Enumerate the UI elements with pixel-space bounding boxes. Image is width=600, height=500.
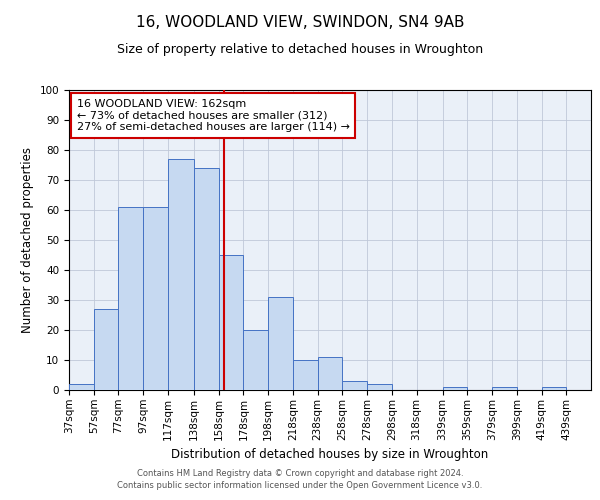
Bar: [118, 207, 143, 390]
Text: Contains HM Land Registry data © Crown copyright and database right 2024.
Contai: Contains HM Land Registry data © Crown c…: [118, 468, 482, 490]
Bar: [367, 384, 392, 390]
Text: 16, WOODLAND VIEW, SWINDON, SN4 9AB: 16, WOODLAND VIEW, SWINDON, SN4 9AB: [136, 15, 464, 30]
Bar: [443, 387, 467, 390]
Bar: [218, 255, 244, 390]
Bar: [94, 309, 118, 390]
Text: 16 WOODLAND VIEW: 162sqm
← 73% of detached houses are smaller (312)
27% of semi-: 16 WOODLAND VIEW: 162sqm ← 73% of detach…: [77, 99, 350, 132]
Bar: [143, 207, 168, 390]
Bar: [343, 381, 367, 390]
Bar: [168, 159, 194, 390]
X-axis label: Distribution of detached houses by size in Wroughton: Distribution of detached houses by size …: [172, 448, 488, 461]
Bar: [542, 387, 566, 390]
Bar: [492, 387, 517, 390]
Bar: [69, 384, 94, 390]
Bar: [268, 297, 293, 390]
Bar: [317, 357, 343, 390]
Bar: [194, 168, 218, 390]
Bar: [244, 330, 268, 390]
Y-axis label: Number of detached properties: Number of detached properties: [21, 147, 34, 333]
Bar: [293, 360, 317, 390]
Text: Size of property relative to detached houses in Wroughton: Size of property relative to detached ho…: [117, 42, 483, 56]
